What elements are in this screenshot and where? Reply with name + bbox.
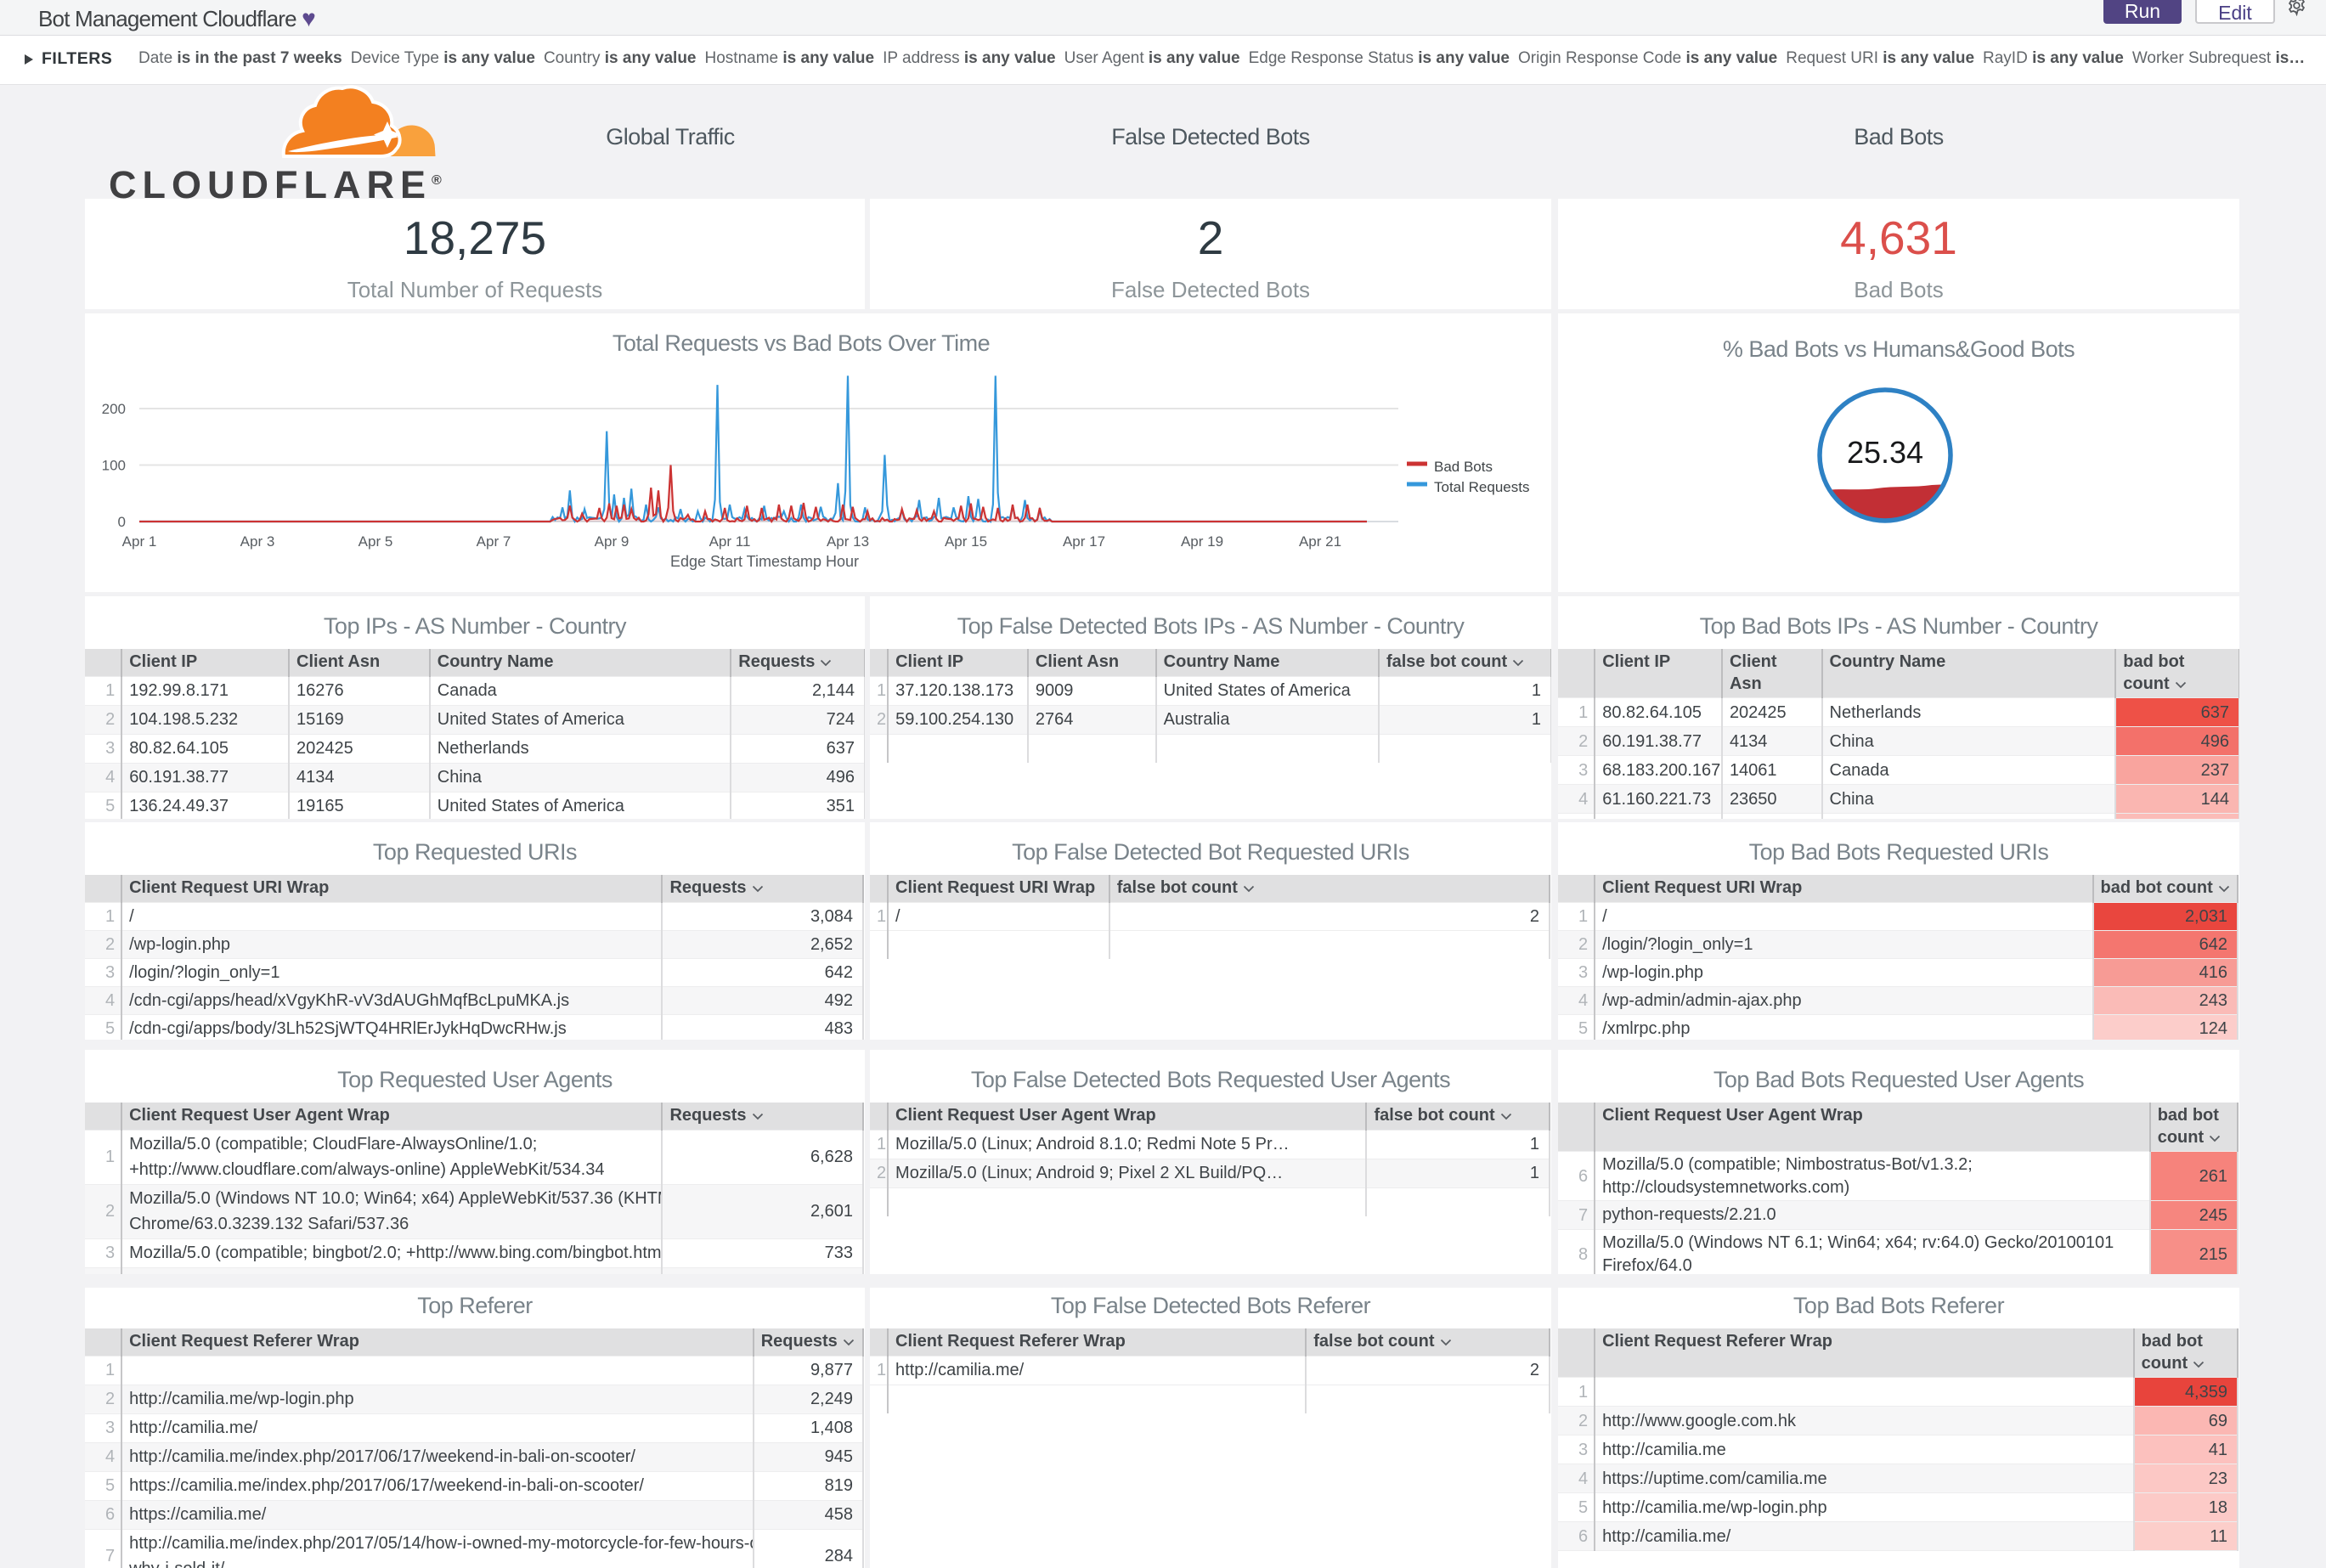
svg-text:Apr 19: Apr 19 [1181, 533, 1223, 550]
svg-text:0: 0 [118, 514, 126, 530]
svg-text:100: 100 [102, 458, 126, 474]
svg-text:Apr 3: Apr 3 [240, 533, 275, 550]
svg-text:Total Requests: Total Requests [1434, 479, 1529, 495]
svg-text:Apr 7: Apr 7 [477, 533, 511, 550]
svg-text:Apr 21: Apr 21 [1299, 533, 1341, 550]
svg-text:200: 200 [102, 401, 126, 417]
svg-text:Edge Start Timestamp Hour: Edge Start Timestamp Hour [670, 553, 859, 570]
svg-text:Apr 17: Apr 17 [1063, 533, 1105, 550]
svg-text:Apr 9: Apr 9 [595, 533, 629, 550]
svg-text:Apr 15: Apr 15 [945, 533, 987, 550]
svg-text:Apr 1: Apr 1 [122, 533, 157, 550]
svg-text:% Bad Bots vs Humans&Good Bots: % Bad Bots vs Humans&Good Bots [1723, 336, 2075, 362]
svg-text:Total Requests vs Bad Bots Ove: Total Requests vs Bad Bots Over Time [613, 330, 990, 356]
svg-text:Apr 11: Apr 11 [709, 533, 751, 550]
svg-text:Bad Bots: Bad Bots [1434, 459, 1493, 475]
svg-text:Apr 13: Apr 13 [827, 533, 869, 550]
svg-text:25.34: 25.34 [1847, 435, 1923, 470]
svg-text:Apr 5: Apr 5 [358, 533, 393, 550]
